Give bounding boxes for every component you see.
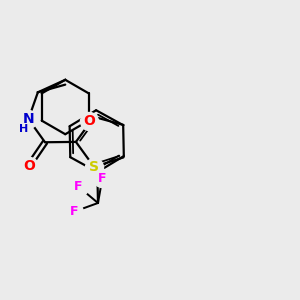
Text: F: F [98,172,106,184]
Text: F: F [74,180,83,193]
Text: O: O [23,159,35,173]
Text: N: N [22,112,34,126]
Text: O: O [83,114,95,128]
Text: S: S [89,160,99,174]
Text: F: F [70,205,78,218]
Text: H: H [19,124,28,134]
